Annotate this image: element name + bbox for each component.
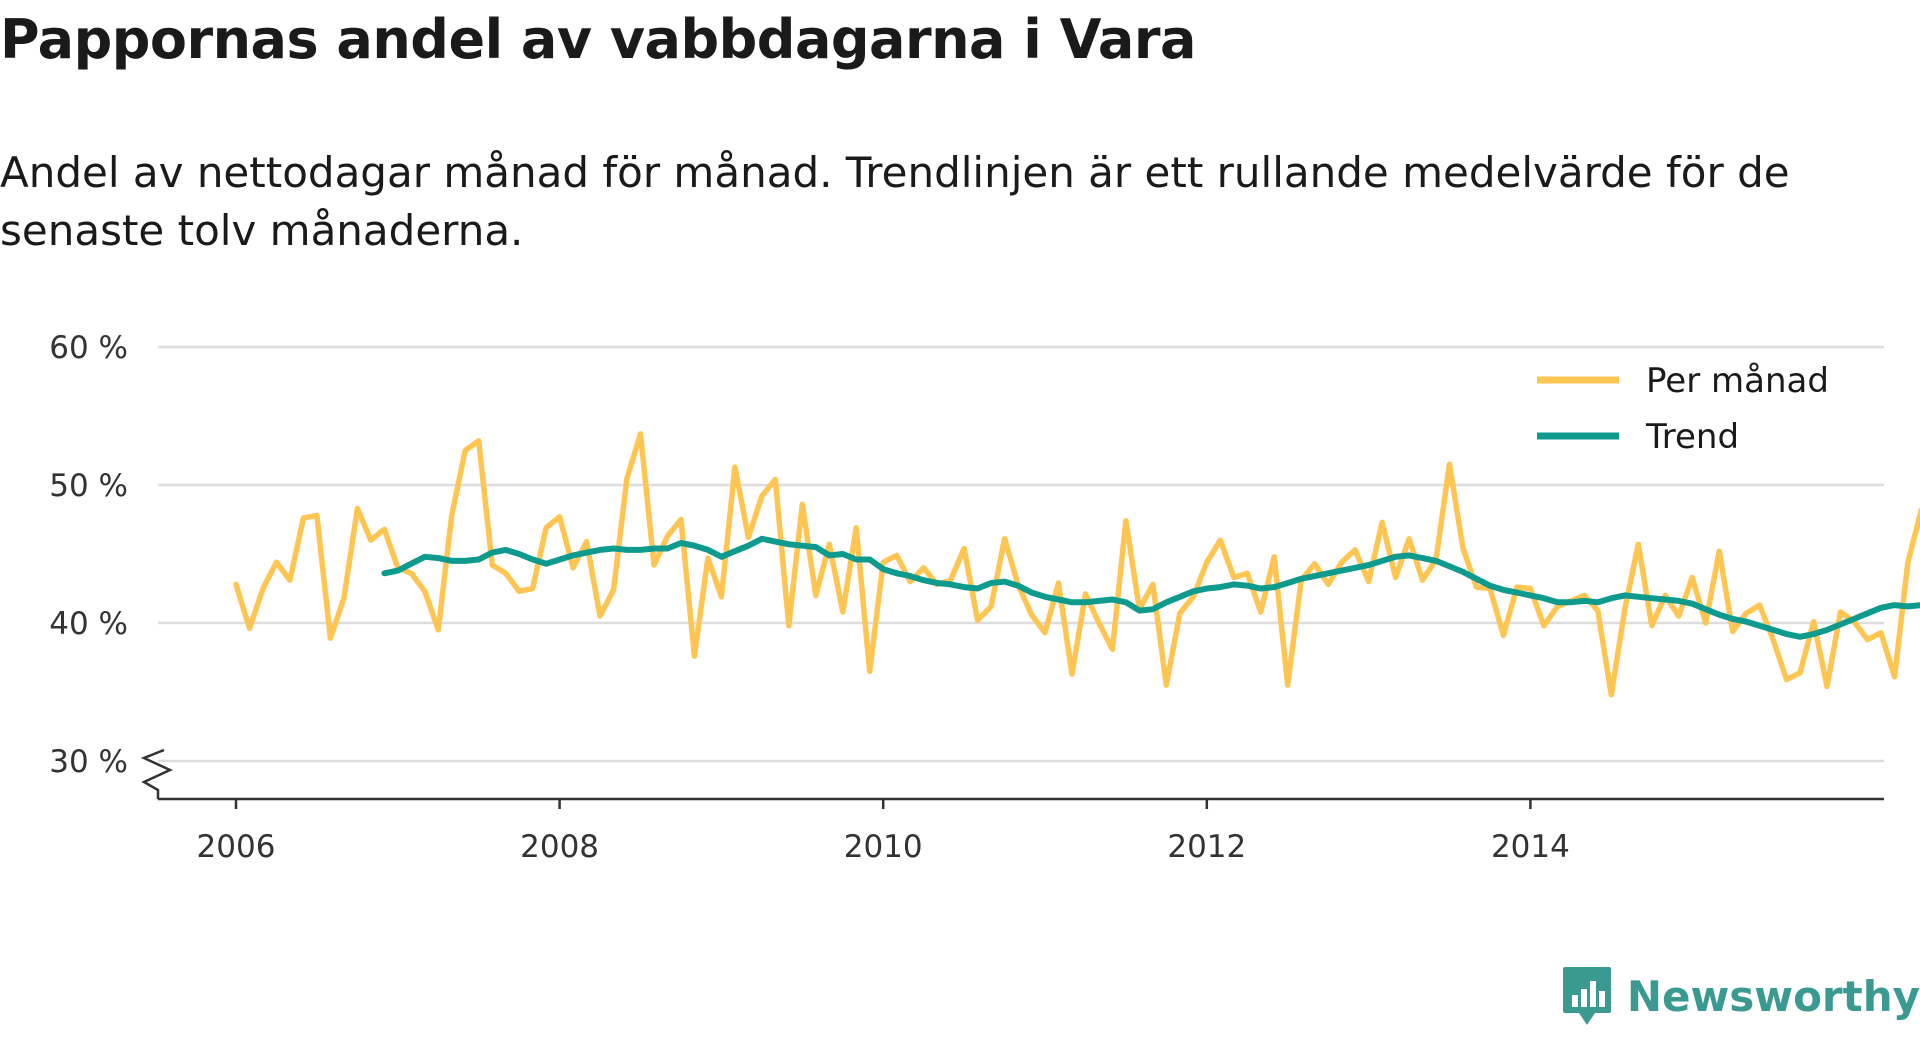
series-line-per-manad — [233, 431, 1920, 698]
x-tick-label: 2010 — [844, 829, 923, 865]
newsworthy-brand[interactable]: Newsworthy — [1561, 964, 1920, 1028]
newsworthy-logo-icon — [1562, 967, 1611, 1025]
gridlines — [158, 345, 1884, 763]
chart-subtitle: Andel av nettodagar månad för månad. Tre… — [0, 148, 1790, 255]
series — [233, 431, 1920, 698]
legend-label-trend: Trend — [1645, 417, 1739, 457]
chart-title: Pappornas andel av vabbdagarna i Vara — [0, 8, 1196, 71]
line-chart: 30 %40 %50 %60 % 20062008201020122014201… — [49, 330, 1920, 865]
x-tick-label: 2014 — [1491, 829, 1570, 865]
y-axis-labels: 30 % 40 % 50 % 60 % — [49, 330, 128, 780]
brand-name: Newsworthy — [1626, 971, 1920, 1021]
x-axis — [140, 748, 1884, 801]
y-axis-break-icon — [140, 748, 173, 799]
y-tick-label: 60 % — [49, 330, 128, 366]
x-tick-label: 2008 — [520, 829, 599, 865]
legend: Per månad Trend — [1537, 361, 1829, 457]
series-line-trend — [381, 535, 1920, 640]
legend-label-per-manad: Per månad — [1646, 361, 1829, 401]
x-tick-label: 2012 — [1167, 829, 1246, 865]
y-tick-label: 50 % — [49, 468, 128, 504]
x-axis-ticks: 2006200820102012201420172019202120232025 — [197, 799, 1570, 865]
y-tick-label: 30 % — [49, 744, 128, 780]
x-tick-label: 2006 — [197, 829, 276, 865]
y-tick-label: 40 % — [49, 606, 128, 642]
